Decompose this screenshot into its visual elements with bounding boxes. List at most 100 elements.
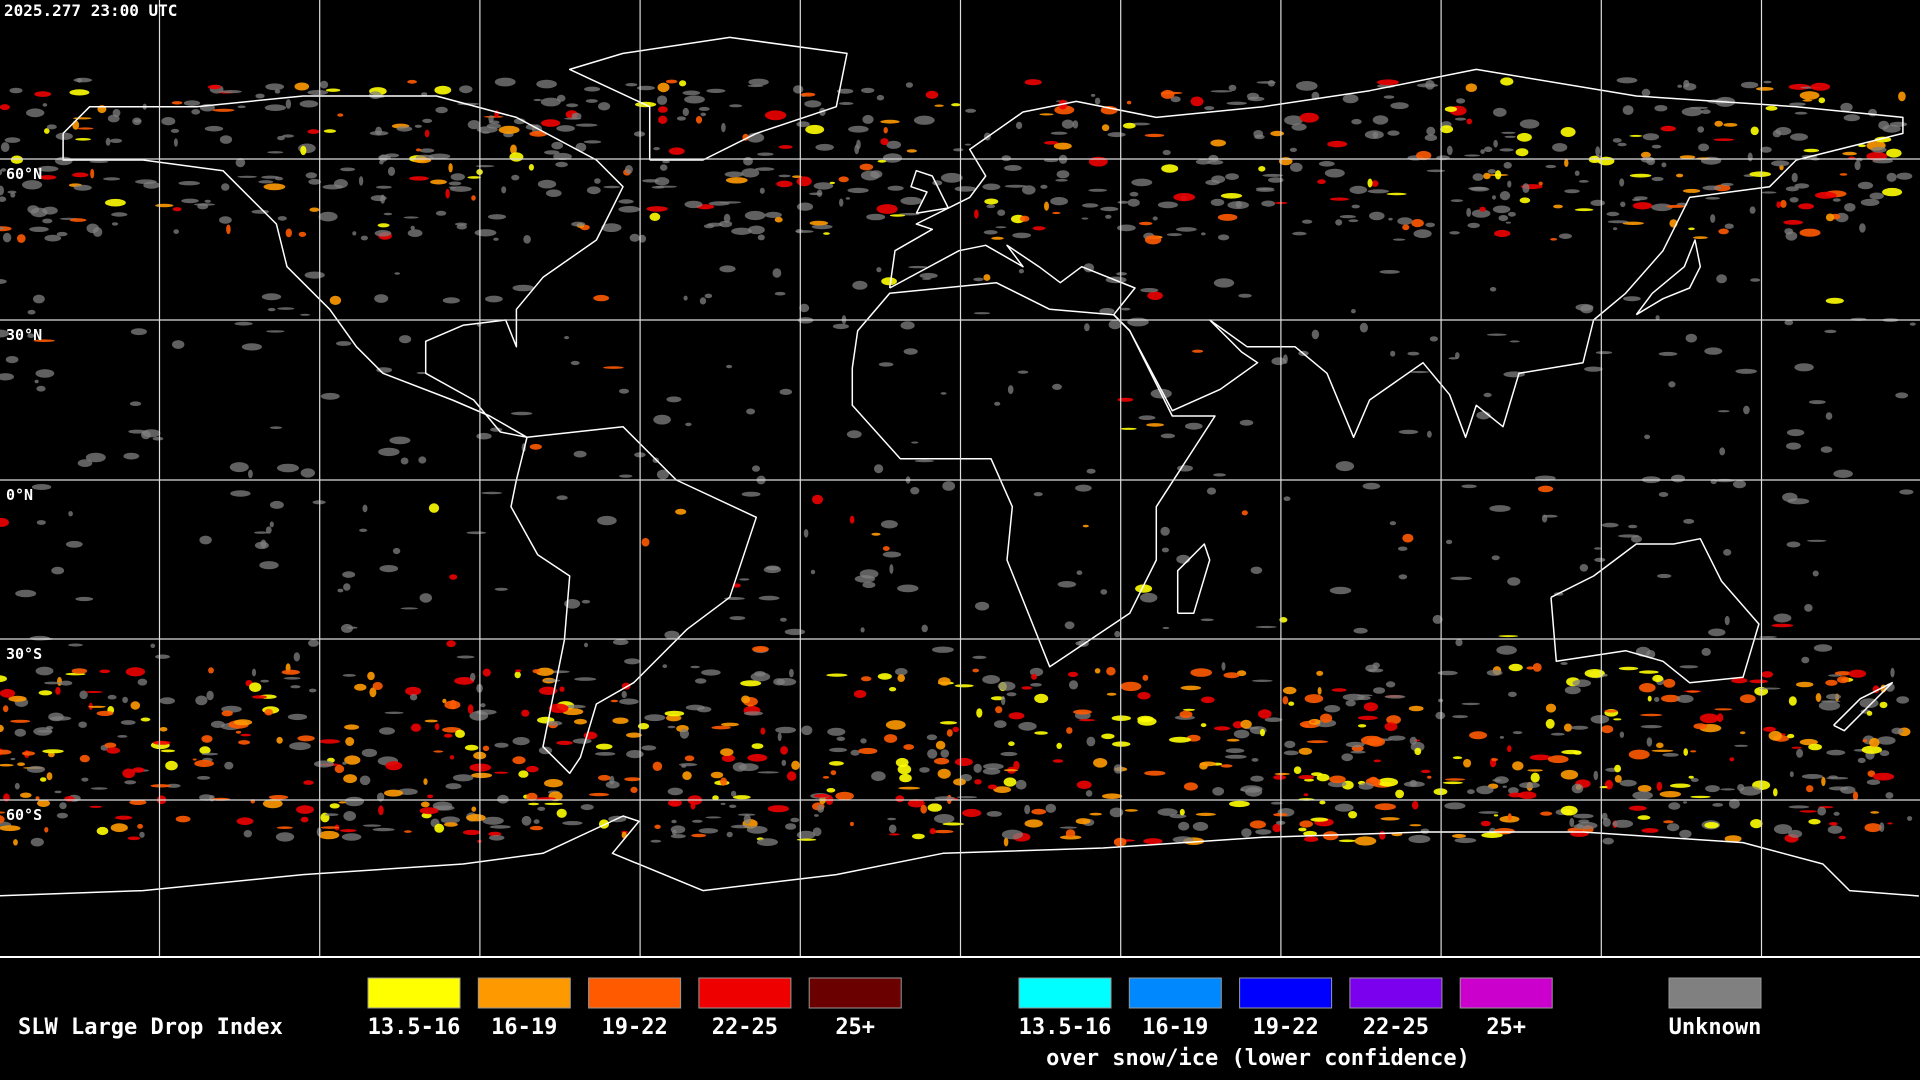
cloud-pixel (564, 117, 582, 120)
cloud-pixel (880, 520, 898, 529)
cloud-pixel (1620, 201, 1626, 208)
cloud-pixel (0, 329, 10, 338)
cloud-pixel (729, 804, 737, 808)
cloud-pixel (862, 581, 876, 589)
cloud-pixel (1426, 169, 1446, 173)
cloud-pixel (79, 690, 88, 700)
cloud-pixel (1683, 79, 1690, 88)
cloud-pixel (720, 777, 728, 786)
cloud-pixel (1560, 662, 1568, 665)
cloud-pixel (343, 774, 357, 784)
cloud-pixel (796, 830, 816, 840)
cloud-pixel (1464, 154, 1481, 157)
cloud-pixel (1427, 775, 1432, 779)
cloud-pixel (1690, 778, 1699, 782)
cloud-pixel (38, 175, 57, 180)
cloud-pixel (44, 827, 49, 833)
cloud-pixel (1637, 815, 1651, 820)
cloud-pixel (1392, 238, 1406, 241)
cloud-pixel (427, 794, 434, 799)
cloud-pixel (494, 771, 509, 774)
cloud-pixel (1895, 392, 1909, 399)
cloud-pixel (68, 511, 73, 517)
cloud-pixel (319, 80, 329, 89)
cloud-pixel (1768, 730, 1783, 741)
cloud-pixel (418, 456, 427, 464)
cloud-pixel (337, 113, 344, 117)
cloud-pixel (419, 148, 435, 153)
cloud-pixel (612, 717, 629, 724)
cloud-pixel (255, 93, 265, 99)
cloud-pixel (1541, 514, 1548, 523)
cloud-pixel (31, 484, 52, 490)
cloud-pixel (122, 768, 136, 779)
latitude-label: 60°N (6, 165, 42, 183)
cloud-pixel (660, 164, 668, 171)
cloud-pixel (1107, 132, 1126, 138)
cloud-pixel (972, 655, 987, 660)
cloud-pixel (1825, 412, 1833, 420)
cloud-pixel (598, 102, 611, 111)
cloud-pixel (1255, 829, 1272, 835)
cloud-pixel (1368, 776, 1378, 784)
cloud-pixel (1710, 214, 1716, 223)
madagascar-coast (1176, 543, 1211, 615)
cloud-pixel (1815, 693, 1822, 702)
cloud-pixel (1302, 724, 1309, 728)
cloud-pixel (1825, 213, 1835, 222)
cloud-pixel (1022, 185, 1036, 195)
cloud-pixel (658, 106, 668, 113)
cloud-pixel (1144, 770, 1166, 776)
cloud-pixel (1001, 829, 1024, 840)
cloud-pixel (746, 826, 768, 834)
cloud-pixel (812, 494, 823, 505)
cloud-pixel (59, 802, 67, 810)
cloud-pixel (729, 104, 743, 108)
cloud-pixel (1052, 211, 1061, 215)
cloud-pixel (730, 824, 751, 829)
cloud-pixel (1612, 819, 1634, 828)
cloud-pixel (236, 817, 254, 825)
cloud-pixel (404, 830, 412, 833)
cloud-pixel (1111, 715, 1132, 721)
cloud-pixel (1601, 725, 1614, 734)
cloud-pixel (679, 80, 687, 87)
cloud-pixel (953, 148, 964, 152)
cloud-pixel (5, 356, 19, 364)
cloud-pixel (1518, 791, 1537, 799)
cloud-pixel (1386, 715, 1401, 725)
cloud-pixel (448, 163, 453, 173)
cloud-pixel (585, 99, 598, 103)
cloud-pixel (1573, 750, 1582, 755)
cloud-pixel (1595, 146, 1601, 157)
cloud-pixel (1763, 726, 1776, 732)
cloud-pixel (1086, 736, 1096, 747)
cloud-pixel (973, 277, 984, 282)
cloud-pixel (911, 441, 919, 444)
cloud-pixel (1142, 674, 1149, 681)
cloud-pixel (254, 541, 269, 550)
cloud-pixel (792, 175, 802, 178)
cloud-pixel (81, 777, 89, 782)
cloud-pixel (1899, 489, 1914, 495)
cloud-pixel (619, 698, 639, 705)
cloud-pixel (1857, 181, 1874, 190)
cloud-pixel (1801, 656, 1810, 664)
cloud-pixel (1299, 820, 1313, 828)
cloud-pixel (1448, 357, 1459, 360)
cloud-pixel (132, 117, 142, 126)
cloud-pixel (877, 673, 892, 680)
cloud-pixel (1602, 673, 1608, 677)
cloud-pixel (285, 228, 292, 238)
cloud-pixel (1199, 761, 1217, 767)
cloud-pixel (1162, 626, 1170, 630)
cloud-pixel (498, 125, 520, 134)
cloud-pixel (137, 678, 148, 686)
cloud-pixel (1329, 586, 1352, 595)
cloud-pixel (1564, 189, 1580, 194)
cloud-pixel (625, 83, 638, 87)
cloud-pixel (224, 761, 234, 770)
cloud-pixel (1304, 778, 1314, 782)
cloud-pixel (1671, 474, 1685, 483)
cloud-pixel (601, 223, 622, 233)
